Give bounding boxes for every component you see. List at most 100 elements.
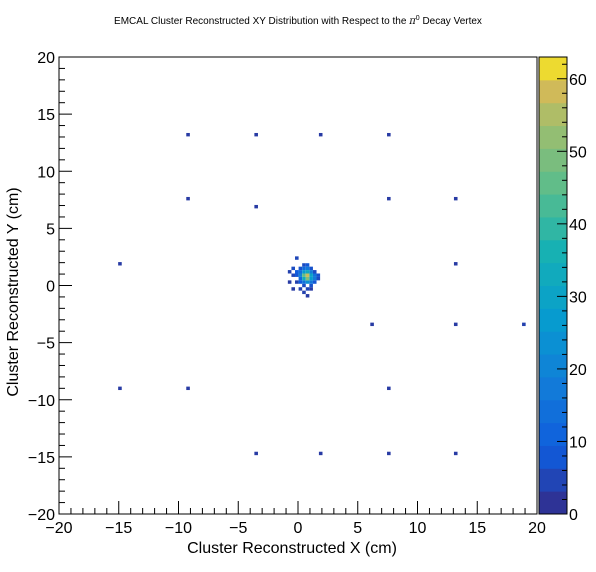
heatmap-cell-11	[453, 322, 458, 327]
heatmap-cell-1	[254, 132, 258, 137]
heatmap-cell-41	[302, 283, 306, 288]
heatmap-cell-7	[453, 196, 458, 201]
chart-title-suffix: Decay Vertex	[420, 16, 482, 27]
x-tick-label-4: 0	[294, 520, 303, 537]
x-tick-label-2: −10	[165, 520, 192, 537]
colorbar: 0 10 20 30 40 50 60	[538, 56, 587, 524]
heatmap-cell-20	[295, 256, 299, 260]
heatmap-cell-30	[295, 280, 299, 284]
heatmap-cell-55	[302, 270, 306, 274]
colorbar-tick-label-0: 0	[569, 507, 578, 524]
heatmap-cell-43	[295, 273, 299, 277]
x-tick-label-5: 5	[353, 520, 362, 537]
heatmap-cell-46	[298, 276, 303, 281]
plot-frame	[59, 57, 537, 514]
y-tick-label-7: 15	[37, 107, 55, 124]
heatmap-cell-14	[186, 386, 190, 391]
heatmap-cell-4	[186, 196, 190, 201]
chart-title: EMCAL Cluster Reconstructed XY Distribut…	[114, 15, 482, 27]
heatmap-cell-15	[387, 386, 391, 391]
heatmap-cell-40	[309, 283, 313, 288]
heatmap-cell-53	[305, 266, 310, 271]
colorbar-band-0	[539, 491, 567, 515]
y-tick-label-2: −10	[28, 393, 55, 410]
colorbar-band-1	[539, 468, 567, 492]
heatmap-cell-23	[287, 280, 292, 284]
colorbar-band-14	[539, 171, 567, 195]
heatmap-cell-60	[302, 276, 306, 281]
heatmap-cell-51	[309, 270, 313, 274]
heatmap-cells	[118, 132, 526, 456]
heatmap-cell-22	[287, 270, 292, 274]
heatmap-cell-24	[291, 287, 296, 291]
heatmap-cell-61	[302, 273, 306, 277]
heatmap-cell-12	[522, 322, 526, 327]
heatmap-cell-25	[298, 287, 303, 291]
chart-title-pi: π	[408, 16, 416, 27]
heatmap-cell-13	[118, 386, 122, 391]
colorbar-band-4	[539, 399, 567, 424]
heatmap-cell-45	[298, 270, 303, 274]
heatmap-cell-32	[298, 266, 303, 271]
colorbar-tick-label-1: 10	[569, 434, 587, 451]
colorbar-band-12	[539, 216, 567, 241]
colorbar-band-13	[539, 194, 567, 218]
colorbar-band-10	[539, 262, 567, 286]
colorbar-border	[538, 56, 568, 515]
heatmap-cell-9	[453, 262, 458, 266]
colorbar-band-18	[539, 79, 567, 104]
heatmap-cell-62	[305, 273, 310, 277]
heatmap-cell-63	[305, 276, 310, 281]
heatmap-cell-31	[291, 273, 296, 277]
colorbar-band-17	[539, 102, 567, 127]
colorbar-tick-label-3: 30	[569, 289, 587, 306]
heatmap-cell-5	[254, 204, 258, 209]
y-tick-label-3: −5	[37, 336, 55, 353]
chart-title-superscript: 0	[416, 15, 420, 22]
heatmap-cell-50	[312, 273, 317, 277]
colorbar-tick-label-6: 60	[569, 72, 587, 89]
heatmap-cell-59	[305, 280, 310, 284]
heatmap-cell-48	[309, 280, 313, 284]
colorbar-tick-label-5: 50	[569, 144, 587, 161]
colorbar-tick-label-4: 40	[569, 217, 587, 234]
heatmap-cell-16	[254, 451, 258, 456]
heatmap-cell-44	[295, 270, 299, 274]
heatmap-cell-42	[298, 280, 303, 284]
colorbar-band-15	[539, 148, 567, 172]
x-tick-label-8: 20	[528, 520, 546, 537]
heatmap-cell-2	[318, 132, 323, 137]
y-tick-label-6: 10	[37, 164, 55, 181]
heatmap-cell-34	[305, 263, 310, 267]
y-tick-label-5: 5	[46, 221, 55, 238]
x-tick-label-6: 10	[409, 520, 427, 537]
heatmap-cell-3	[387, 132, 391, 137]
heatmap-cell-6	[387, 196, 391, 201]
chart-title-prefix: EMCAL Cluster Reconstructed XY Distribut…	[114, 16, 409, 27]
colorbar-band-9	[539, 285, 567, 309]
heatmap-cell-35	[309, 266, 313, 271]
x-tick-label-7: 15	[468, 520, 486, 537]
heatmap-cell-39	[312, 280, 317, 284]
colorbar-band-6	[539, 354, 567, 378]
heatmap-cell-27	[305, 287, 310, 291]
heatmap-cell-58	[309, 276, 313, 281]
plot-border	[58, 56, 538, 515]
heatmap-cell-18	[387, 451, 391, 456]
colorbar-band-5	[539, 376, 567, 401]
x-tick-label-0: −20	[45, 520, 72, 537]
heatmap-cell-17	[318, 451, 323, 456]
colorbar-band-2	[539, 445, 567, 469]
colorbar-band-7	[539, 331, 567, 355]
heatmap-cell-47	[302, 280, 306, 284]
colorbar-band-3	[539, 422, 567, 446]
heatmap-cell-56	[305, 270, 310, 274]
heatmap-cell-49	[312, 276, 317, 281]
y-tick-label-0: −20	[28, 507, 55, 524]
y-axis-label: Cluster Reconstructed Y (cm)	[5, 187, 22, 396]
heatmap-cell-33	[302, 263, 306, 267]
heatmap-cell-8	[118, 262, 122, 266]
colorbar-band-8	[539, 308, 567, 332]
heatmap-cell-10	[370, 322, 374, 327]
